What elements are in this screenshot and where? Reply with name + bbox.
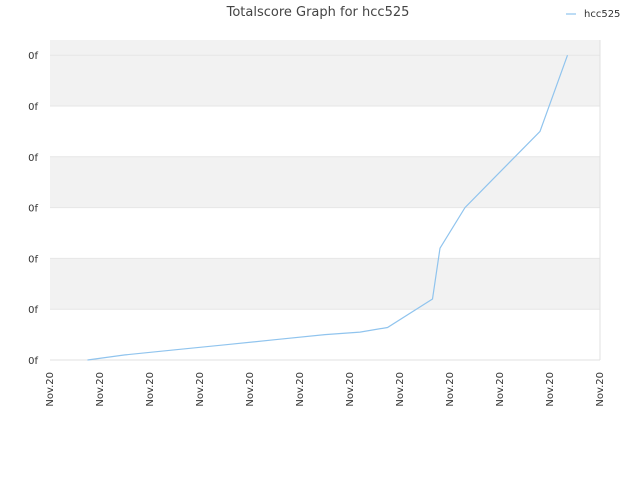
y-tick-label: 0f — [28, 254, 38, 265]
y-tick-label: 0f — [28, 102, 38, 113]
plot-band — [50, 106, 600, 157]
plot-bands — [50, 40, 600, 360]
x-tick-label: Nov.20 — [145, 372, 156, 407]
x-tick-label: Nov.20 — [345, 372, 356, 407]
plot-band — [50, 40, 600, 56]
legend: hcc525 — [566, 9, 620, 20]
axes — [50, 40, 601, 361]
legend-label: hcc525 — [584, 9, 620, 20]
chart-title: Totalscore Graph for hcc525 — [226, 5, 410, 20]
x-tick-label: Nov.20 — [495, 372, 506, 407]
y-tick-label: 0f — [28, 153, 38, 164]
x-tick-labels: Nov.20 Nov.20 Nov.20 Nov.20 Nov.20 Nov.20 Nov.… — [45, 372, 606, 407]
x-tick-label: Nov.20 — [395, 372, 406, 407]
y-tick-label: 0f — [28, 204, 38, 215]
x-tick-label: Nov.20 — [45, 372, 56, 407]
plot-band — [50, 156, 600, 208]
x-tick-label: Nov.20 — [445, 372, 456, 407]
y-tick-labels: 0f 0f 0f 0f 0f 0f 0f — [28, 51, 38, 367]
grid-lines — [50, 54, 600, 310]
plot-band — [50, 258, 600, 310]
x-tick-label: Nov.20 — [595, 372, 606, 407]
x-tick-label: Nov.20 — [295, 372, 306, 407]
x-tick-label: Nov.20 — [195, 372, 206, 407]
x-tick-label: Nov.20 — [95, 372, 106, 407]
plot-band — [50, 55, 600, 106]
y-tick-label: 0f — [28, 305, 38, 316]
y-tick-label: 0f — [28, 51, 38, 62]
plot-band — [50, 207, 600, 259]
series-line-hcc525 — [87, 54, 569, 361]
y-tick-label: 0f — [28, 356, 38, 367]
x-tick-label: Nov.20 — [245, 372, 256, 407]
x-tick-label: Nov.20 — [545, 372, 556, 407]
series-layer — [87, 54, 569, 361]
